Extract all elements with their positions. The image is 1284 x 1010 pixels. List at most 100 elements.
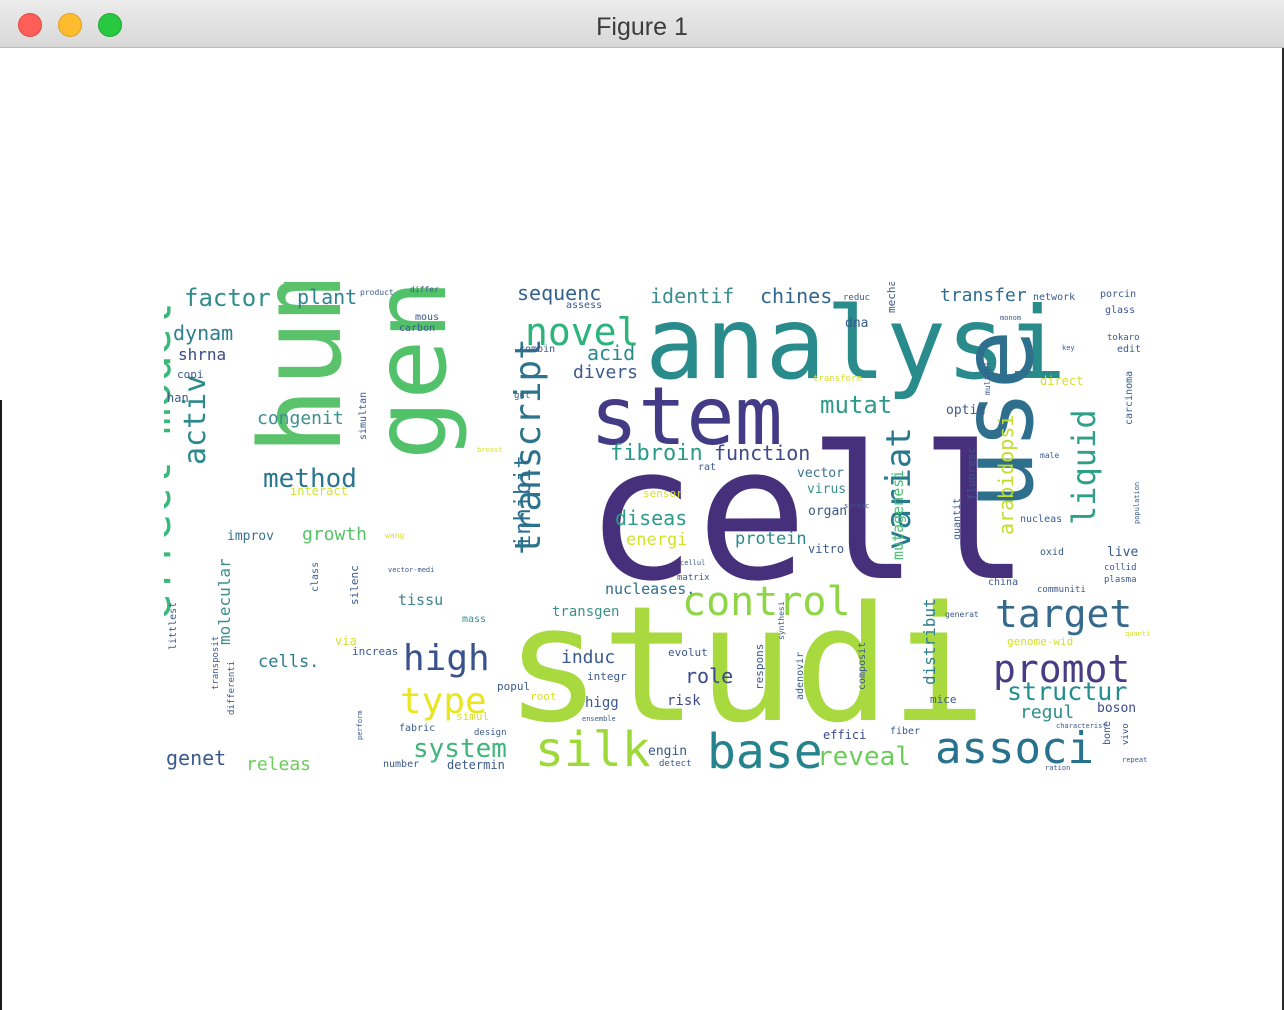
word-tissu: tissu bbox=[398, 591, 443, 609]
word-cell: cell bbox=[585, 406, 1031, 622]
word-gut: gut bbox=[514, 391, 530, 401]
word-shrna: shrna bbox=[178, 345, 226, 364]
word-popul: popul bbox=[497, 680, 530, 693]
word-mice: mice bbox=[930, 693, 957, 706]
word-quantit: quantit bbox=[952, 498, 963, 540]
word-perform: perform bbox=[356, 710, 364, 740]
word-glass: glass bbox=[1105, 305, 1135, 316]
word-combin: combin bbox=[519, 344, 555, 355]
word-cells: cells. bbox=[258, 652, 319, 672]
word-matrix: matrix bbox=[677, 573, 710, 583]
minimize-button[interactable] bbox=[58, 13, 82, 37]
word-role: role bbox=[685, 664, 733, 688]
word-cloud-image: genecellstudianalysihumangenomusestemsil… bbox=[164, 282, 1154, 772]
word-sequenc: sequenc bbox=[517, 282, 601, 305]
word-nucleases: nucleases. bbox=[605, 580, 695, 598]
word-mous: mous bbox=[415, 312, 439, 323]
word-high: high bbox=[403, 638, 490, 679]
close-button[interactable] bbox=[18, 13, 42, 37]
word-respons: respons bbox=[753, 644, 766, 690]
word-copi: copi bbox=[177, 368, 204, 381]
title-bar[interactable]: Figure 1 bbox=[0, 0, 1284, 48]
word-arabidopsi: arabidopsi bbox=[994, 415, 1018, 535]
word-nucleas: nucleas bbox=[1020, 514, 1062, 525]
word-genet: genet bbox=[166, 746, 226, 770]
word-mutat: mutat bbox=[820, 391, 892, 419]
word-silenc: silenc bbox=[348, 565, 361, 605]
word-product: product bbox=[360, 288, 394, 297]
word-wang: wang bbox=[385, 531, 404, 540]
word-integr: integr bbox=[587, 670, 627, 683]
word-ration: ration bbox=[1045, 764, 1070, 772]
word-effect-model: effect model bbox=[164, 302, 181, 620]
word-synthesi: synthesi bbox=[777, 601, 786, 640]
word-transfer: transfer bbox=[940, 285, 1027, 306]
word-human: human bbox=[237, 282, 367, 455]
word-male: male bbox=[1040, 451, 1059, 460]
word-analysi: analysi bbox=[645, 285, 1066, 402]
word-organ: organ bbox=[808, 504, 847, 519]
word-rat: rat bbox=[698, 462, 716, 473]
word-divers: divers bbox=[573, 362, 638, 383]
word-improv: improv bbox=[227, 529, 274, 544]
word-higg: higg bbox=[585, 695, 619, 711]
word-mass: mass bbox=[462, 614, 486, 625]
word-fabric: fabric bbox=[399, 723, 435, 734]
word-differenti: differenti bbox=[227, 661, 237, 715]
word-activ: activ bbox=[178, 375, 213, 465]
word-littlest: littlest bbox=[168, 602, 179, 650]
word-target: target bbox=[995, 592, 1132, 636]
word-promot: promot bbox=[993, 647, 1130, 691]
word-generat: generat bbox=[945, 610, 979, 619]
word-regul: regul bbox=[1020, 702, 1074, 723]
word-class: class bbox=[310, 562, 321, 592]
word-identif: identif bbox=[650, 284, 734, 308]
word-control: control bbox=[682, 579, 851, 625]
word-breast: breast bbox=[477, 446, 502, 454]
word-communiti: communiti bbox=[1037, 585, 1086, 595]
word-via: via bbox=[335, 634, 357, 648]
zoom-button[interactable] bbox=[98, 13, 122, 37]
word-china: china bbox=[988, 577, 1018, 588]
word-induc: induc bbox=[561, 647, 615, 668]
word-key: key bbox=[1062, 344, 1075, 352]
word-oxid: oxid bbox=[1040, 547, 1064, 558]
word-assess: assess bbox=[566, 300, 602, 311]
word-genome-wid: genome-wid bbox=[1007, 635, 1073, 648]
word-molecular: molecular bbox=[215, 558, 234, 645]
word-congenit: congenit bbox=[257, 408, 344, 429]
figure-canvas bbox=[0, 48, 1284, 1010]
word-chines: chines bbox=[760, 284, 832, 308]
word-repeat: repeat bbox=[1122, 756, 1147, 764]
word-mutagenesi: mutagenesi bbox=[889, 470, 907, 560]
word-population: population bbox=[1133, 482, 1141, 524]
word-effici: effici bbox=[823, 728, 866, 742]
word-vivo: vivo bbox=[1121, 723, 1131, 745]
word-stem: stem bbox=[590, 370, 783, 463]
word-novel: novel bbox=[525, 310, 639, 354]
word-function: function bbox=[714, 441, 810, 465]
word-direct: direct bbox=[1040, 374, 1083, 388]
word-liquid: liquid bbox=[1065, 409, 1103, 525]
word-engin: engin bbox=[648, 744, 687, 759]
word-root: root bbox=[530, 690, 557, 703]
word-risk: risk bbox=[667, 693, 701, 709]
word-composit: composit bbox=[857, 642, 868, 690]
word-fluoresc: fluoresc bbox=[965, 447, 978, 500]
word-porcin: porcin bbox=[1100, 289, 1136, 300]
word-transcript: transcript bbox=[508, 338, 549, 555]
word-inhibit: inhibit bbox=[511, 455, 536, 548]
word-fibroin: fibroin bbox=[610, 441, 703, 466]
window-title: Figure 1 bbox=[596, 13, 688, 41]
word-vector: vector bbox=[797, 466, 844, 481]
word-interact: interact bbox=[290, 484, 348, 498]
word-virus: virus bbox=[807, 482, 846, 497]
word-network: network bbox=[1033, 292, 1075, 303]
word-quanti: quanti bbox=[1125, 630, 1150, 638]
word-cloud-svg: genecellstudianalysihumangenomusestemsil… bbox=[164, 282, 1150, 772]
word-sensor: sensor bbox=[643, 487, 683, 500]
word-reveal: reveal bbox=[817, 742, 911, 772]
word-detect: detect bbox=[659, 759, 692, 769]
word-increas: increas bbox=[352, 645, 398, 658]
